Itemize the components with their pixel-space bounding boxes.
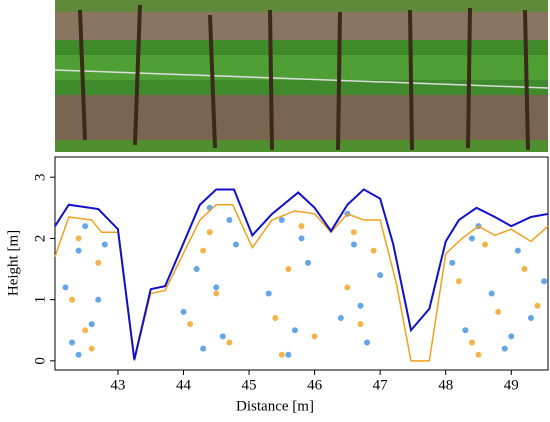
point: [305, 259, 312, 266]
y-tick-label: 1: [32, 296, 48, 304]
x-tick-label: 43: [110, 377, 125, 393]
point: [180, 308, 187, 315]
point: [88, 345, 95, 352]
point: [462, 327, 469, 334]
x-tick-label: 45: [242, 377, 257, 393]
point: [272, 314, 279, 321]
point: [285, 351, 292, 358]
point: [357, 321, 364, 328]
point: [232, 241, 239, 248]
point: [541, 278, 548, 285]
point: [377, 272, 384, 279]
point: [298, 223, 305, 230]
point: [357, 302, 364, 309]
point: [468, 235, 475, 242]
point: [291, 327, 298, 334]
point: [219, 333, 226, 340]
point: [82, 327, 89, 334]
point: [370, 247, 377, 254]
x-tick-label: 48: [438, 377, 453, 393]
point: [206, 229, 213, 236]
point: [364, 339, 371, 346]
x-tick-label: 49: [504, 377, 519, 393]
point: [501, 345, 508, 352]
point: [88, 321, 95, 328]
point: [265, 290, 272, 297]
orchard-photo: [54, 0, 549, 152]
y-axis-label: Height [m]: [5, 230, 21, 296]
point: [69, 339, 76, 346]
point: [311, 333, 318, 340]
point: [278, 217, 285, 224]
point: [350, 229, 357, 236]
point: [101, 241, 108, 248]
x-tick-label: 46: [307, 377, 323, 393]
point: [449, 259, 456, 266]
y-tick-label: 0: [32, 357, 48, 365]
point: [62, 284, 69, 291]
point: [278, 351, 285, 358]
y-tick-label: 3: [32, 173, 48, 181]
point: [95, 259, 102, 266]
x-tick-label: 47: [373, 377, 389, 393]
point: [475, 351, 482, 358]
point: [508, 333, 515, 340]
point: [482, 241, 489, 248]
point: [468, 339, 475, 346]
point: [337, 314, 344, 321]
point: [213, 284, 220, 291]
point: [95, 296, 102, 303]
point: [226, 339, 233, 346]
point: [213, 290, 220, 297]
point: [82, 223, 89, 230]
point: [350, 241, 357, 248]
point: [298, 235, 305, 242]
point: [534, 302, 541, 309]
point: [187, 321, 194, 328]
point: [226, 217, 233, 224]
point: [200, 345, 207, 352]
point: [455, 278, 462, 285]
point: [488, 290, 495, 297]
point: [514, 247, 521, 254]
x-axis-label: Distance [m]: [236, 398, 314, 414]
point: [495, 308, 502, 315]
plot: [54, 188, 549, 362]
line: [54, 188, 549, 360]
plot-frame: [54, 156, 549, 371]
x-tick-label: 44: [176, 377, 192, 393]
point: [527, 314, 534, 321]
point: [69, 296, 76, 303]
point: [75, 351, 82, 358]
point: [75, 235, 82, 242]
point: [285, 266, 292, 273]
y-tick-label: 2: [32, 235, 48, 243]
point: [521, 266, 528, 273]
point: [75, 247, 82, 254]
point: [344, 284, 351, 291]
point: [193, 266, 200, 273]
point: [200, 247, 207, 254]
